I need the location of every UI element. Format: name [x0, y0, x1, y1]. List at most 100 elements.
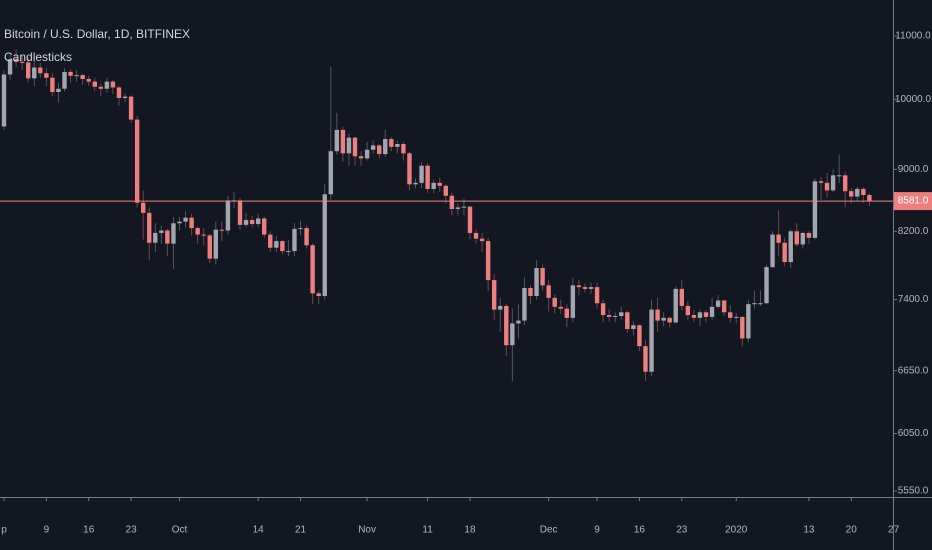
x-tick-label: 13	[803, 525, 815, 536]
candle-body	[237, 200, 243, 225]
last-price-label: 8581.0	[898, 196, 929, 207]
candle-body	[334, 129, 340, 152]
last-price-box	[894, 192, 932, 211]
candle-body	[74, 75, 79, 77]
candle-body	[673, 288, 678, 323]
candle-body	[122, 96, 128, 98]
candle-body	[528, 288, 533, 297]
candle-body	[485, 241, 491, 281]
candle-body	[830, 175, 836, 191]
candle-body	[836, 175, 842, 177]
candle-body	[134, 119, 140, 203]
candle-body	[734, 316, 739, 318]
candle-body	[219, 229, 225, 231]
x-tick-label: 20	[846, 525, 858, 536]
y-tick-label: 6650.0	[898, 365, 929, 376]
candle-body	[19, 61, 25, 63]
candle-body	[207, 235, 212, 259]
candle-body	[389, 139, 394, 147]
x-tick-label: p	[1, 525, 7, 536]
candle-body	[358, 156, 364, 159]
candle-body	[504, 305, 509, 346]
candle-body	[13, 59, 19, 62]
candle-body	[588, 287, 594, 289]
candle-body	[346, 137, 352, 154]
candle-body	[655, 309, 660, 321]
candle-body	[201, 234, 206, 236]
candle-body	[110, 81, 116, 88]
x-tick-label: Nov	[358, 525, 376, 536]
candle-body	[340, 129, 346, 154]
candle-body	[643, 346, 648, 372]
x-tick-label: 21	[295, 525, 307, 536]
x-tick-label: 9	[594, 525, 600, 536]
candle-body	[867, 195, 872, 202]
candle-body	[370, 145, 376, 150]
candle-body	[552, 297, 557, 307]
candle-body	[546, 285, 551, 298]
x-tick-label: 23	[126, 525, 138, 536]
candle-body	[80, 75, 85, 79]
candle-body	[195, 228, 200, 235]
candle-body	[776, 234, 781, 243]
candle-body	[721, 300, 727, 313]
candle-body	[98, 86, 104, 89]
candle-body	[62, 71, 67, 89]
candle-body	[661, 317, 666, 321]
candle-body	[746, 304, 751, 339]
candle-body	[225, 200, 231, 231]
candle-body	[800, 232, 806, 245]
candle-body	[437, 182, 442, 186]
candle-body	[764, 267, 769, 304]
candle-body	[147, 212, 152, 243]
candle-body	[395, 144, 400, 147]
candle-body	[818, 181, 824, 183]
candle-body	[752, 303, 757, 305]
candle-body	[679, 288, 684, 306]
candle-body	[7, 59, 13, 75]
candle-body	[32, 67, 37, 79]
x-tick-label: 11	[422, 525, 433, 536]
candle-body	[56, 88, 61, 93]
candle-body	[576, 285, 582, 288]
candle-body	[510, 323, 515, 346]
candle-body	[613, 315, 618, 317]
y-tick-label: 11000.0	[895, 31, 931, 42]
x-tick-label: 23	[676, 525, 688, 536]
candle-body	[26, 62, 31, 79]
candle-body	[516, 320, 521, 324]
candle-body	[540, 268, 545, 286]
candle-body	[479, 238, 485, 242]
candle-body	[280, 241, 285, 252]
candle-body	[558, 306, 563, 309]
candle-body	[419, 165, 424, 183]
candle-body	[92, 81, 97, 87]
candle-body	[68, 71, 73, 76]
candle-body	[159, 230, 164, 233]
candle-body	[491, 280, 497, 310]
x-tick-label: Oct	[172, 525, 188, 536]
candle-body	[104, 81, 110, 89]
candle-body	[715, 300, 721, 307]
candle-body	[788, 231, 793, 263]
candle-body	[600, 303, 606, 316]
candle-body	[292, 228, 297, 252]
x-tick-label: 14	[253, 525, 265, 536]
candle-body	[461, 206, 467, 208]
candle-body	[594, 287, 600, 304]
candle-body	[140, 202, 146, 213]
candle-body	[165, 230, 170, 244]
candle-body	[534, 268, 539, 297]
candle-body	[473, 232, 479, 239]
candle-body	[322, 194, 327, 297]
candle-body	[842, 175, 848, 192]
candle-body	[255, 218, 261, 225]
candle-body	[855, 188, 860, 197]
x-tick-label: 16	[83, 525, 95, 536]
candle-body	[171, 223, 176, 244]
candle-body	[582, 287, 588, 289]
candle-body	[44, 73, 49, 78]
y-tick-label: 8200.0	[898, 226, 929, 237]
candle-body	[691, 315, 697, 318]
